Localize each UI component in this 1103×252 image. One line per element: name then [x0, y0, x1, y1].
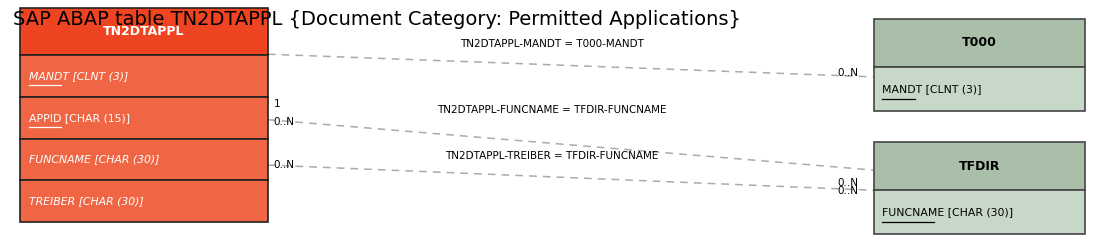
Text: TFDIR: TFDIR: [959, 160, 1000, 173]
Text: T000: T000: [962, 36, 997, 49]
Bar: [20, 8, 268, 55]
Bar: [874, 190, 1085, 234]
Text: MANDT [CLNT (3)]: MANDT [CLNT (3)]: [29, 71, 128, 81]
Text: SAP ABAP table TN2DTAPPL {Document Category: Permitted Applications}: SAP ABAP table TN2DTAPPL {Document Categ…: [13, 10, 741, 29]
Bar: [20, 97, 268, 139]
Text: 0..N: 0..N: [274, 160, 295, 170]
Text: MANDT [CLNT (3)]: MANDT [CLNT (3)]: [882, 84, 982, 94]
Text: 0..N: 0..N: [274, 117, 295, 128]
Text: APPID [CHAR (15)]: APPID [CHAR (15)]: [29, 113, 130, 123]
Bar: [874, 142, 1085, 190]
Bar: [874, 19, 1085, 67]
Text: TN2DTAPPL-FUNCNAME = TFDIR-FUNCNAME: TN2DTAPPL-FUNCNAME = TFDIR-FUNCNAME: [437, 105, 666, 115]
Bar: [20, 180, 268, 222]
Text: 0..N: 0..N: [837, 178, 858, 188]
Bar: [20, 55, 268, 97]
Bar: [874, 67, 1085, 111]
Text: 0..N: 0..N: [837, 186, 858, 196]
Text: FUNCNAME [CHAR (30)]: FUNCNAME [CHAR (30)]: [29, 154, 159, 164]
Text: FUNCNAME [CHAR (30)]: FUNCNAME [CHAR (30)]: [882, 207, 1014, 217]
Text: TREIBER [CHAR (30)]: TREIBER [CHAR (30)]: [29, 196, 143, 206]
Text: 1: 1: [274, 99, 280, 109]
Text: TN2DTAPPL: TN2DTAPPL: [104, 25, 184, 38]
Text: TN2DTAPPL-TREIBER = TFDIR-FUNCNAME: TN2DTAPPL-TREIBER = TFDIR-FUNCNAME: [445, 151, 658, 161]
Text: 0..N: 0..N: [837, 68, 858, 78]
Bar: [20, 139, 268, 180]
Text: TN2DTAPPL-MANDT = T000-MANDT: TN2DTAPPL-MANDT = T000-MANDT: [460, 39, 643, 49]
